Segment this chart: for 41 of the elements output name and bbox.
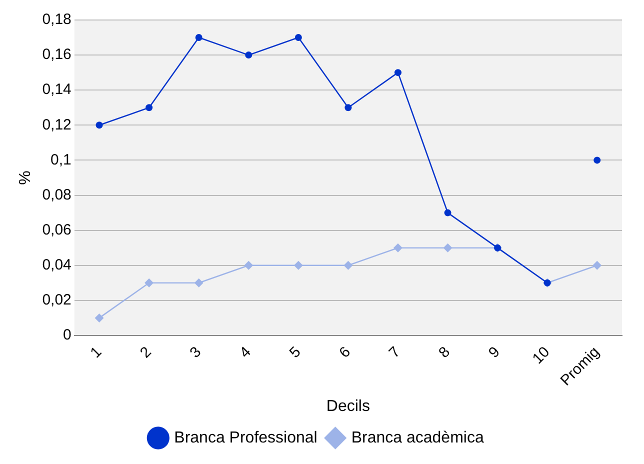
x-tick-label: 9 — [485, 344, 504, 362]
point — [94, 313, 104, 322]
x-tick-label: 8 — [436, 344, 454, 362]
point — [194, 278, 204, 288]
point — [294, 260, 303, 270]
point — [444, 209, 452, 216]
point — [195, 34, 202, 42]
x-tick-label: 4 — [236, 344, 254, 362]
legend-label: Branca Professional — [174, 429, 318, 446]
x-tick-label: 6 — [336, 344, 354, 362]
point — [344, 260, 353, 270]
y-tick-label: 0,14 — [42, 81, 72, 98]
point — [245, 52, 252, 59]
point — [344, 104, 352, 112]
y-tick-label: 0 — [63, 326, 72, 344]
x-tick-label: 3 — [186, 344, 205, 362]
y-tick-label: 0,08 — [42, 186, 72, 204]
x-axis-title: Decils — [326, 398, 370, 415]
point — [592, 260, 602, 270]
y-tick-label: 0,16 — [42, 46, 72, 64]
point — [96, 122, 103, 129]
point — [244, 260, 254, 270]
y-tick-label: 0,04 — [42, 256, 72, 274]
y-tick-label: 0,02 — [42, 292, 72, 309]
legend-label: Branca acadèmica — [351, 429, 484, 446]
point — [443, 243, 452, 252]
y-tick-label: 0,18 — [42, 11, 72, 28]
x-tick-label: 7 — [386, 344, 404, 362]
y-tick-label: 0,1 — [50, 151, 72, 168]
x-tick-label: 2 — [136, 344, 155, 362]
x-tick-label: 1 — [87, 344, 106, 362]
point — [144, 278, 154, 288]
point — [393, 243, 402, 252]
y-axis-title: % — [17, 170, 34, 185]
x-tick-label: 10 — [529, 344, 554, 368]
x-tick-label: 5 — [286, 344, 304, 362]
y-tick-label: 0,06 — [42, 221, 72, 238]
y-tick-label: 0,12 — [42, 116, 72, 134]
point — [394, 69, 402, 76]
point — [294, 34, 302, 42]
point — [146, 104, 153, 112]
